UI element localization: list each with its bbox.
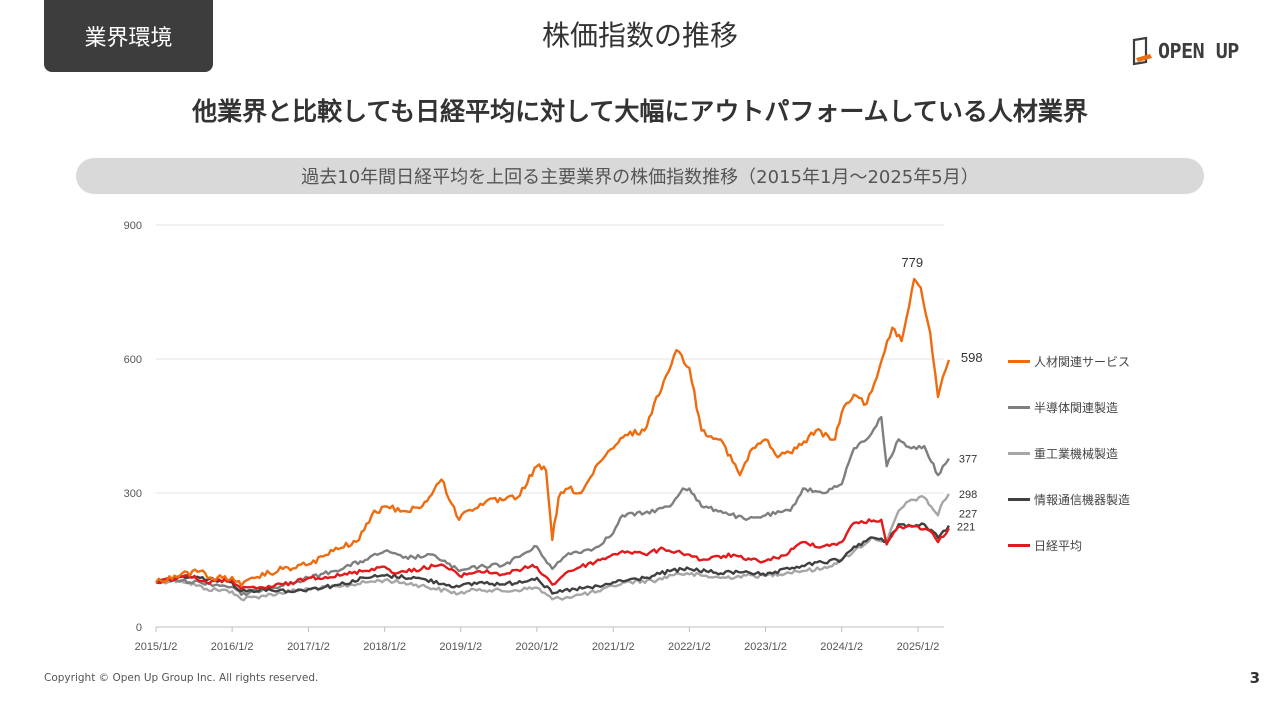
legend-swatch (1008, 359, 1030, 363)
page-number: 3 (1249, 669, 1260, 687)
x-tick-label: 2015/1/2 (135, 641, 178, 653)
y-tick-label: 0 (136, 622, 142, 634)
legend-label: 日経平均 (1034, 538, 1083, 553)
y-tick-label: 600 (124, 354, 142, 366)
legend-swatch (1008, 497, 1030, 501)
x-tick-label: 2020/1/2 (515, 641, 558, 653)
chart-subtitle: 過去10年間日経平均を上回る主要業界の株価指数推移（2015年1月～2025年5… (76, 158, 1204, 194)
series-line-0 (155, 277, 951, 588)
x-tick-label: 2018/1/2 (363, 641, 406, 653)
legend-swatch (1008, 451, 1030, 455)
door-logo-icon (1132, 36, 1152, 66)
headline: 他業界と比較しても日経平均に対して大幅にアウトパフォームしている人材業界 (192, 97, 1088, 126)
chart-subtitle-text: 過去10年間日経平均を上回る主要業界の株価指数推移（2015年1月～2025年5… (301, 167, 979, 188)
x-tick-label: 2024/1/2 (820, 641, 863, 653)
legend-item: 日経平均 (1008, 522, 1130, 568)
series-line-3 (155, 522, 950, 595)
chart-series (155, 277, 951, 602)
series-line-1 (155, 415, 950, 597)
legend-label: 人材関連サービス (1034, 354, 1131, 369)
logo-text: OPEN UP (1158, 39, 1239, 63)
series-end-label: 377 (959, 454, 977, 466)
legend-item: 人材関連サービス (1008, 338, 1130, 384)
legend-item: 重工業機械製造 (1008, 430, 1130, 476)
series-end-label: 227 (959, 509, 977, 521)
section-tag-label: 業界環境 (84, 26, 173, 51)
x-tick-label: 2021/1/2 (592, 641, 635, 653)
legend-label: 情報通信機器製造 (1034, 492, 1131, 507)
stock-index-chart: 0 300 600 900 2015/1/2 2016/1/2 2017/1/2 2018/1… (124, 220, 983, 653)
series-end-label: 221 (957, 521, 975, 533)
chart-legend: 人材関連サービス 半導体関連製造 重工業機械製造 情報通信機器製造 日経平均 (1008, 338, 1130, 568)
y-tick-label: 300 (124, 488, 142, 500)
section-tag: 業界環境 (44, 0, 213, 72)
x-tick-label: 2017/1/2 (287, 641, 330, 653)
series-end-label: 598 (961, 350, 983, 365)
legend-swatch (1008, 405, 1030, 409)
chart-grid (156, 224, 944, 494)
legend-label: 半導体関連製造 (1034, 400, 1119, 415)
page-title: 株価指数の推移 (541, 19, 738, 52)
company-logo: OPEN UP (1132, 36, 1239, 66)
legend-item: 半導体関連製造 (1008, 384, 1130, 430)
x-tick-label: 2016/1/2 (211, 641, 254, 653)
y-tick-label: 900 (124, 220, 142, 232)
legend-label: 重工業機械製造 (1034, 446, 1119, 461)
series-end-label: 298 (959, 489, 977, 501)
legend-swatch (1008, 543, 1030, 547)
x-tick-label: 2023/1/2 (744, 641, 787, 653)
chart-axes: 0 300 600 900 2015/1/2 2016/1/2 2017/1/2 2018/1… (124, 220, 944, 653)
copyright-text: Copyright © Open Up Group Inc. All right… (44, 672, 319, 684)
x-tick-label: 2022/1/2 (668, 641, 711, 653)
legend-item: 情報通信機器製造 (1008, 476, 1130, 522)
x-tick-label: 2019/1/2 (439, 641, 482, 653)
series-line-4 (155, 518, 950, 591)
peak-annotation: 779 (901, 255, 923, 270)
x-tick-label: 2025/1/2 (897, 641, 940, 653)
